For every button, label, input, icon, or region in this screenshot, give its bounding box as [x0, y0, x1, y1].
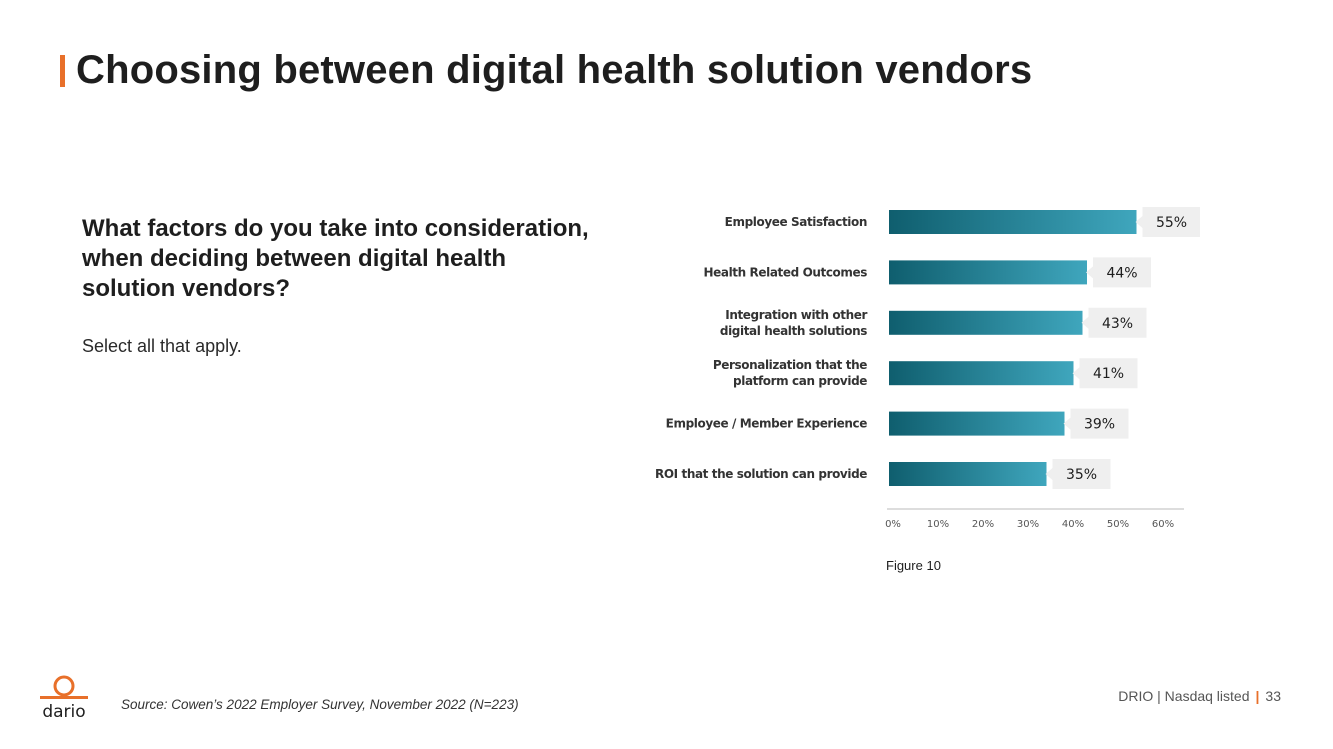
x-tick-label: 20%: [972, 519, 994, 530]
source-note: Source: Cowen’s 2022 Employer Survey, No…: [121, 697, 519, 712]
value-label: 35%: [1066, 467, 1097, 483]
value-callout: [1072, 358, 1138, 389]
survey-question: What factors do you take into considerat…: [82, 215, 589, 302]
x-tick-label: 60%: [1152, 519, 1174, 530]
dario-logo: dario: [40, 675, 88, 720]
bar: [889, 260, 1087, 285]
value-label: 55%: [1156, 215, 1187, 231]
x-tick-label: 10%: [927, 519, 949, 530]
category-label: Employee / Member Experience: [666, 417, 868, 431]
value-callout: [1135, 207, 1200, 237]
value-callout: [1063, 408, 1129, 439]
x-tick-label: 50%: [1107, 519, 1129, 530]
category-label: Personalization that the platform can pro…: [713, 358, 867, 388]
value-label: 39%: [1084, 417, 1115, 433]
category-label: Integration with other digital health sol…: [720, 308, 868, 338]
x-tick-label: 40%: [1062, 519, 1084, 530]
category-label: Health Related Outcomes: [703, 265, 867, 279]
value-callout: [1086, 257, 1151, 288]
category-label: Employee Satisfaction: [725, 215, 867, 229]
page-number: 33: [1265, 688, 1281, 704]
footer: DRIO | Nasdaq listed | 33: [1118, 688, 1281, 704]
bar: [889, 462, 1047, 486]
x-tick-label: 30%: [1017, 519, 1039, 530]
value-callout: [1045, 459, 1111, 489]
bar: [889, 361, 1074, 386]
value-label: 44%: [1106, 265, 1137, 281]
ticker-text: DRIO | Nasdaq listed: [1118, 688, 1250, 704]
value-label: 41%: [1093, 366, 1124, 382]
footer-separator: |: [1255, 688, 1260, 704]
figure-caption: Figure 10: [886, 558, 941, 573]
logo-wordmark: dario: [42, 702, 85, 720]
bar: [889, 210, 1137, 234]
bar: [889, 310, 1083, 335]
bar-chart: Employee Satisfaction 55% Health Related O…: [655, 207, 1200, 530]
bar: [889, 411, 1065, 436]
x-tick-label: 0%: [885, 519, 901, 530]
value-label: 43%: [1102, 316, 1133, 332]
page-title: Choosing between digital health solution…: [76, 48, 1033, 92]
survey-instruction: Select all that apply.: [82, 336, 242, 356]
value-callout: [1081, 307, 1147, 338]
title-accent-bar: [60, 55, 65, 87]
category-label: ROI that the solution can provide: [655, 467, 867, 481]
